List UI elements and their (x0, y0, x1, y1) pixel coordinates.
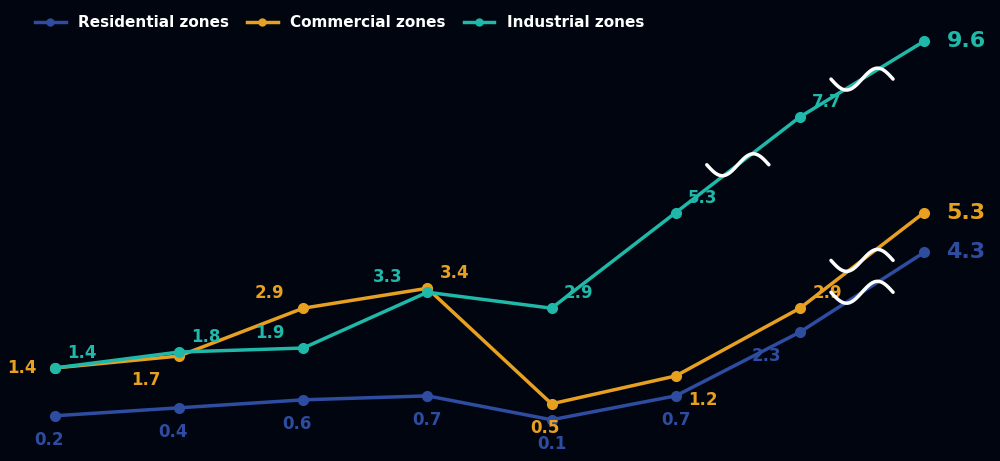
Text: 5.3: 5.3 (946, 202, 986, 223)
Text: 0.4: 0.4 (158, 423, 188, 441)
Text: 5.3: 5.3 (688, 189, 718, 207)
Text: 2.3: 2.3 (752, 347, 781, 365)
Text: 1.8: 1.8 (191, 328, 221, 346)
Text: 7.7: 7.7 (812, 93, 842, 111)
Text: 1.4: 1.4 (67, 344, 97, 362)
Text: 4.3: 4.3 (946, 242, 986, 262)
Text: 0.7: 0.7 (413, 411, 442, 429)
Text: 0.5: 0.5 (531, 419, 560, 437)
Text: 0.7: 0.7 (661, 411, 690, 429)
Text: 1.9: 1.9 (255, 324, 285, 342)
Text: 1.4: 1.4 (7, 359, 36, 377)
Text: 0.2: 0.2 (34, 431, 63, 449)
Text: 2.9: 2.9 (255, 284, 285, 302)
Text: 2.9: 2.9 (812, 284, 842, 302)
Text: 3.3: 3.3 (373, 268, 403, 286)
Text: 1.2: 1.2 (688, 391, 718, 409)
Legend: Residential zones, Commercial zones, Industrial zones: Residential zones, Commercial zones, Ind… (29, 9, 650, 36)
Text: 2.9: 2.9 (564, 284, 594, 302)
Text: 0.1: 0.1 (537, 435, 566, 453)
Text: 0.6: 0.6 (282, 415, 312, 433)
Text: 1.7: 1.7 (131, 371, 160, 389)
Text: 9.6: 9.6 (946, 31, 986, 51)
Text: 3.4: 3.4 (440, 264, 469, 282)
